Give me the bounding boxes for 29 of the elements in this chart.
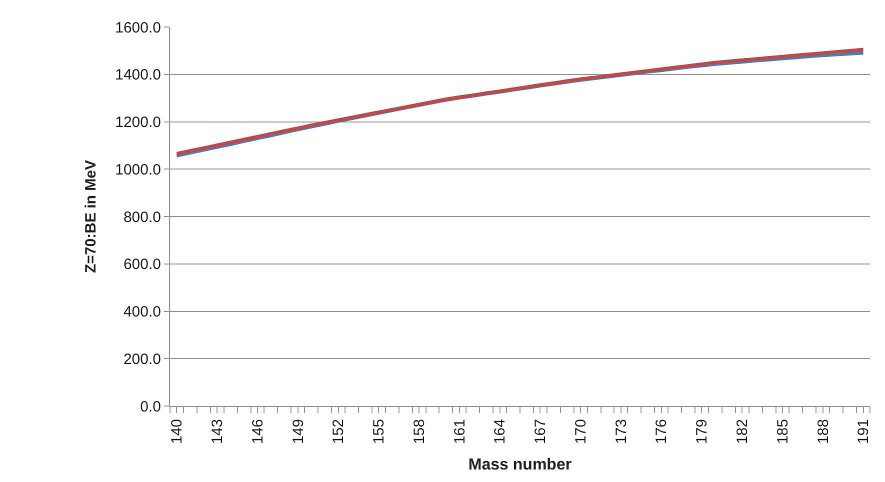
x-tick-label: 191 (855, 419, 872, 444)
x-tick-label: 149 (290, 419, 307, 444)
x-tick-label: 158 (410, 419, 428, 444)
x-tick-label: 143 (208, 419, 226, 444)
y-tick-label: 0.0 (140, 398, 161, 416)
y-tick-label: 400.0 (123, 304, 161, 320)
x-tick-label: 164 (492, 419, 509, 444)
x-tick-label: 182 (734, 419, 751, 444)
x-tick-label: 140 (168, 419, 186, 444)
x-tick-label: 188 (814, 419, 832, 444)
y-tick-label: 1000.0 (115, 161, 161, 178)
y-tick-label: 800.0 (123, 208, 161, 226)
x-axis-title: Mass number (468, 456, 572, 474)
y-tick-label: 200.0 (123, 350, 161, 368)
x-tick-label: 170 (572, 419, 590, 444)
x-tick-label: 185 (774, 419, 792, 444)
x-tick-label: 161 (451, 419, 468, 444)
x-tick-label: 152 (330, 419, 348, 444)
y-tick-label: 600.0 (123, 256, 161, 274)
x-tick-label: 173 (612, 419, 630, 444)
x-tick-label: 176 (653, 419, 670, 444)
y-tick-label: 1200.0 (115, 114, 161, 131)
y-tick-label: 1400.0 (115, 66, 161, 84)
y-axis-title: Z=70:BE in MeV (82, 160, 100, 273)
y-tick-label: 1600.0 (115, 19, 161, 36)
x-tick-label: 179 (694, 419, 711, 444)
x-tick-label: 167 (532, 419, 550, 444)
x-tick-label: 155 (370, 419, 388, 444)
x-tick-label: 146 (249, 419, 266, 444)
